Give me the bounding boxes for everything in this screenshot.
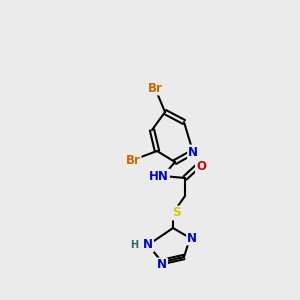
Text: O: O xyxy=(196,160,206,172)
Text: N: N xyxy=(188,146,198,158)
Text: Br: Br xyxy=(126,154,140,166)
Text: N: N xyxy=(187,232,197,244)
Text: H: H xyxy=(130,240,138,250)
Text: Br: Br xyxy=(148,82,162,94)
Text: N: N xyxy=(143,238,153,251)
Text: HN: HN xyxy=(149,169,169,182)
Text: S: S xyxy=(172,206,180,220)
Text: N: N xyxy=(157,259,167,272)
